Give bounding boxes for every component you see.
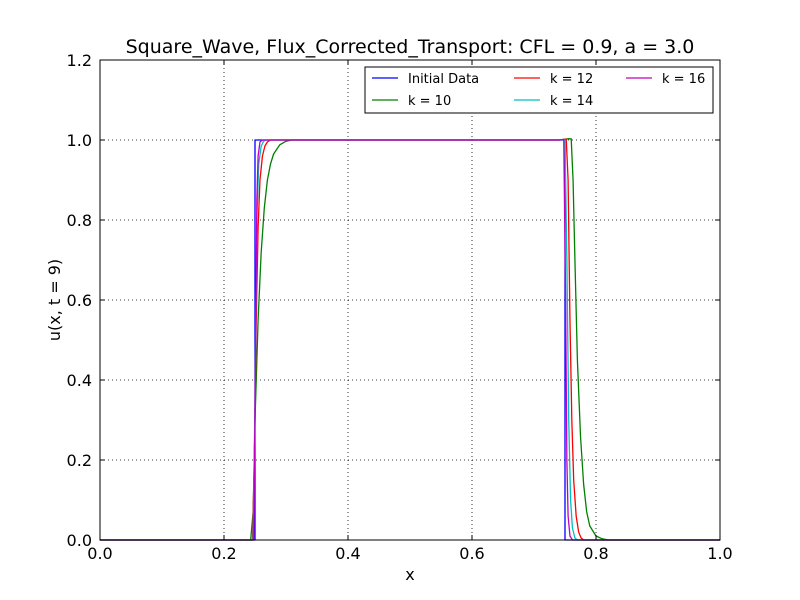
y-tick-label: 1.2 <box>67 51 92 70</box>
legend-frame <box>364 66 714 114</box>
legend-label-1: Initial Data <box>408 72 479 87</box>
x-tick-label: 0.4 <box>335 544 360 563</box>
legend-label-4: k = 14 <box>550 94 593 109</box>
ticks: 0.0 0.2 0.4 0.6 0.8 1.0 0.0 0.2 0.4 0.6 0.8 1.0 1.2 <box>67 51 733 563</box>
y-tick-label: 1.0 <box>67 131 92 150</box>
x-tick-label: 0.8 <box>583 544 608 563</box>
x-tick-label: 0.6 <box>459 544 484 563</box>
y-tick-label: 0.6 <box>67 291 92 310</box>
x-tick-label: 0.0 <box>87 544 112 563</box>
y-axis-label: u(x, t = 9) <box>45 259 64 341</box>
y-tick-label: 0.2 <box>67 451 92 470</box>
legend-label-3: k = 12 <box>550 72 593 87</box>
x-tick-label: 0.2 <box>211 544 236 563</box>
x-axis-label: x <box>405 565 414 584</box>
legend-label-5: k = 16 <box>662 72 705 87</box>
chart-title: Square_Wave, Flux_Corrected_Transport: C… <box>126 36 695 58</box>
y-tick-label: 0.0 <box>67 531 92 550</box>
series-line-5 <box>100 138 720 541</box>
legend-label-2: k = 10 <box>408 94 451 109</box>
y-tick-label: 0.4 <box>67 371 92 390</box>
x-tick-label: 1.0 <box>707 544 732 563</box>
legend: Initial Data k = 10 k = 12 k = 14 k = 16 <box>364 66 714 114</box>
y-tick-label: 0.8 <box>67 211 92 230</box>
